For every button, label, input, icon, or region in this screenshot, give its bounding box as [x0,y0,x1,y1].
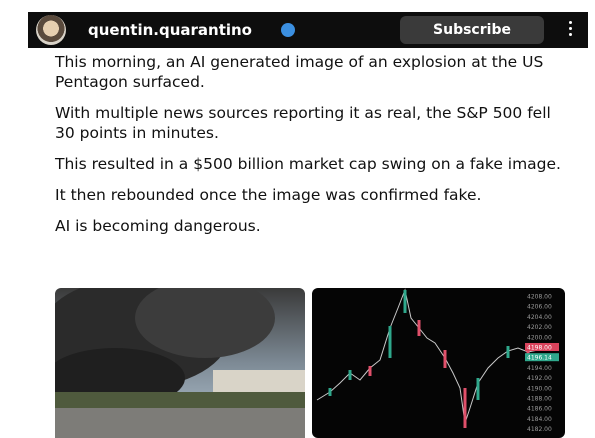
price-label: 4184.00 [527,416,552,423]
explosion-photo[interactable] [55,288,305,438]
price-label: 4200.00 [527,334,552,341]
username[interactable]: quentin.quarantino [88,21,252,39]
post-paragraph: This resulted in a $500 billion market c… [55,154,575,174]
more-menu[interactable] [569,21,573,39]
price-label: 4190.00 [527,385,552,392]
price-label: 4208.00 [527,294,552,301]
post-paragraph: AI is becoming dangerous. [55,216,575,236]
post-text: This morning, an AI generated image of a… [55,52,575,247]
post-paragraph: This morning, an AI generated image of a… [55,52,575,92]
verified-badge [281,23,295,37]
price-label: 4194.00 [527,365,552,372]
price-label: 4198.00 [527,345,552,352]
price-label: 4186.00 [527,406,552,413]
header: quentin.quarantino Subscribe [28,12,588,48]
post-images: 4208.00 4206.00 4204.00 4202.00 4200.00 4198.… [55,288,565,438]
price-label: 4192.00 [527,375,552,382]
subscribe-button[interactable]: Subscribe [400,16,544,44]
post-paragraph: With multiple news sources reporting it … [55,103,575,143]
price-label: 4182.00 [527,426,552,433]
price-label: 4204.00 [527,314,552,321]
price-label: 4206.00 [527,304,552,311]
page: {"header": {"username": "quentin.quarant… [0,0,595,438]
avatar[interactable] [36,15,66,45]
header-bar: quentin.quarantino Subscribe [0,0,595,50]
price-label: 4196.14 [527,355,552,362]
price-label: 4202.00 [527,324,552,331]
post-paragraph: It then rebounded once the image was con… [55,185,575,205]
price-label: 4188.00 [527,396,552,403]
